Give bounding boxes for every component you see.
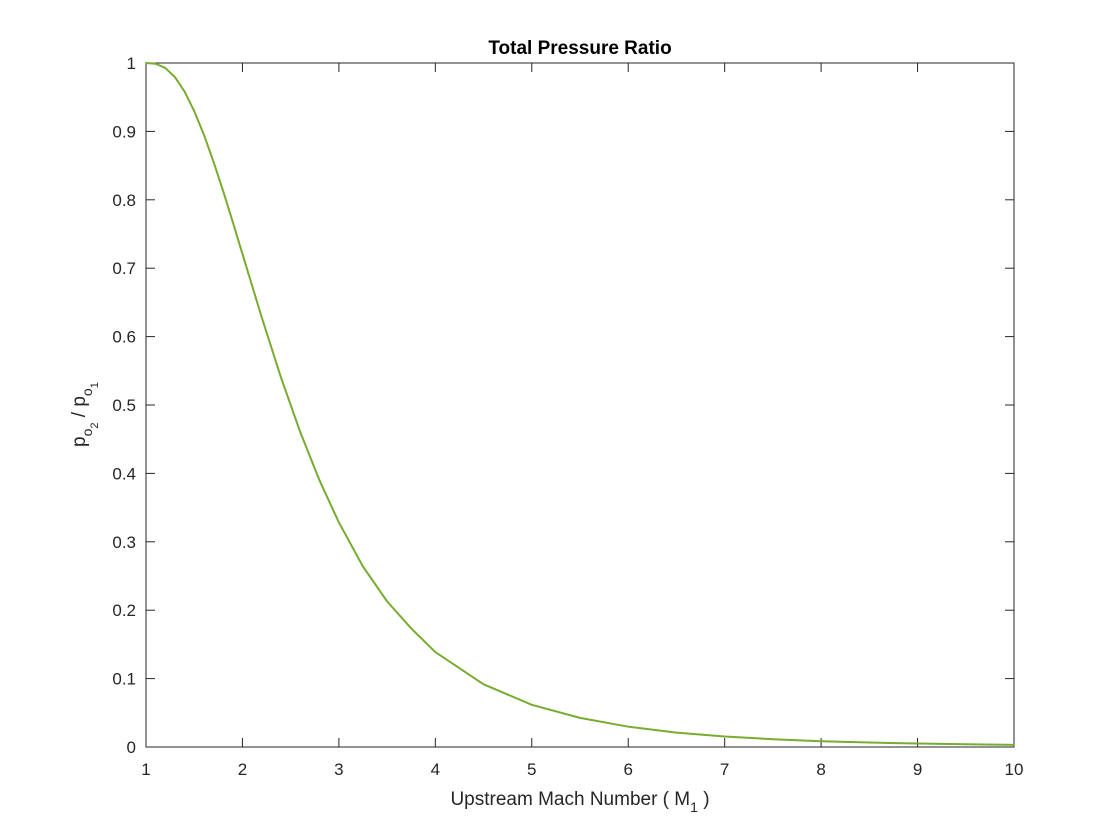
y-axis-label-sub2: 2 [89, 423, 101, 429]
y-tick-label: 0.1 [112, 670, 136, 689]
y-tick-label: 0.8 [112, 191, 136, 210]
y-tick-label: 0.7 [112, 259, 136, 278]
y-tick-label: 0.2 [112, 601, 136, 620]
x-tick-label: 2 [238, 760, 247, 779]
y-tick-label: 0.6 [112, 328, 136, 347]
y-tick-label: 1 [127, 54, 136, 73]
y-axis-label-slash: / [69, 407, 90, 423]
y-axis-label: po2 / po1 [69, 382, 101, 447]
x-tick-label: 7 [720, 760, 729, 779]
x-axis-label-subscript: 1 [690, 799, 698, 815]
y-axis-label-sub1: 1 [89, 382, 101, 388]
y-tick-label: 0.9 [112, 122, 136, 141]
y-tick-label: 0.3 [112, 533, 136, 552]
y-tick-label: 0.4 [112, 464, 136, 483]
ticks [145, 62, 1015, 748]
plot-area [145, 62, 1015, 748]
y-axis-label-o1: o [79, 388, 95, 396]
x-tick-label: 4 [431, 760, 440, 779]
y-axis-label-p2: p [69, 436, 90, 447]
x-tick-label: 3 [334, 760, 343, 779]
x-tick-label: 10 [1005, 760, 1024, 779]
x-axis-label: Upstream Mach Number ( M1 ) [450, 789, 709, 815]
y-tick-label: 0 [127, 738, 136, 757]
tick-labels: 1 2 3 4 5 6 7 8 9 10 0 0.1 0.2 0.3 0.4 0.5 0.6 0.7 0.8 0.9 1 [112, 54, 1023, 779]
x-tick-label: 9 [913, 760, 922, 779]
x-tick-label: 1 [141, 760, 150, 779]
y-axis-label-p1: p [69, 396, 90, 407]
x-tick-label: 8 [816, 760, 825, 779]
y-axis-label-o2: o [79, 428, 95, 436]
x-tick-label: 6 [623, 760, 632, 779]
chart-title: Total Pressure Ratio [488, 38, 671, 59]
x-tick-label: 5 [527, 760, 536, 779]
y-tick-label: 0.5 [112, 396, 136, 415]
x-axis-label-suffix: ) [698, 789, 710, 810]
svg-text:po2 / po1: po2 / po1 [69, 382, 101, 447]
x-axis-label-main: Upstream Mach Number ( M [450, 789, 690, 810]
series-line [145, 62, 1015, 746]
